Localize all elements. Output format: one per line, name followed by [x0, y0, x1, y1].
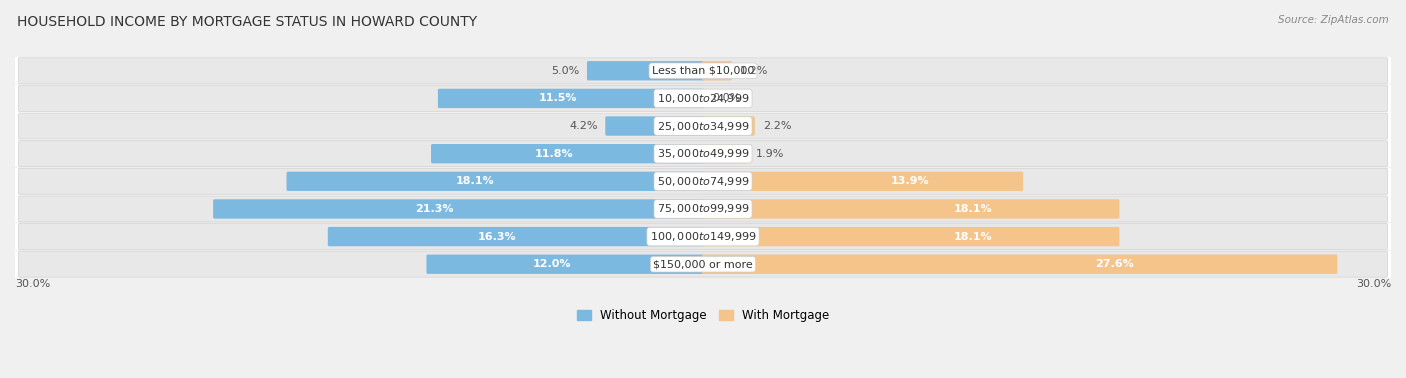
- Text: 18.1%: 18.1%: [456, 176, 494, 186]
- FancyBboxPatch shape: [18, 224, 1388, 249]
- Text: 11.5%: 11.5%: [538, 93, 578, 104]
- Text: 30.0%: 30.0%: [15, 279, 51, 288]
- Text: $50,000 to $74,999: $50,000 to $74,999: [657, 175, 749, 188]
- FancyBboxPatch shape: [437, 89, 704, 108]
- FancyBboxPatch shape: [702, 116, 755, 136]
- FancyBboxPatch shape: [328, 227, 704, 246]
- Text: $35,000 to $49,999: $35,000 to $49,999: [657, 147, 749, 160]
- FancyBboxPatch shape: [18, 196, 1388, 222]
- Text: $75,000 to $99,999: $75,000 to $99,999: [657, 203, 749, 215]
- Text: 27.6%: 27.6%: [1095, 259, 1133, 269]
- FancyBboxPatch shape: [18, 251, 1388, 277]
- FancyBboxPatch shape: [426, 254, 704, 274]
- Text: 12.0%: 12.0%: [533, 259, 571, 269]
- FancyBboxPatch shape: [4, 168, 1402, 195]
- FancyBboxPatch shape: [702, 227, 1119, 246]
- FancyBboxPatch shape: [702, 61, 733, 81]
- FancyBboxPatch shape: [4, 57, 1402, 84]
- FancyBboxPatch shape: [4, 85, 1402, 112]
- FancyBboxPatch shape: [18, 141, 1388, 167]
- Text: 1.2%: 1.2%: [740, 66, 768, 76]
- FancyBboxPatch shape: [4, 140, 1402, 167]
- FancyBboxPatch shape: [4, 113, 1402, 139]
- Legend: Without Mortgage, With Mortgage: Without Mortgage, With Mortgage: [572, 304, 834, 327]
- FancyBboxPatch shape: [702, 144, 748, 163]
- FancyBboxPatch shape: [18, 85, 1388, 112]
- FancyBboxPatch shape: [586, 61, 704, 81]
- Text: 5.0%: 5.0%: [551, 66, 579, 76]
- Text: 1.9%: 1.9%: [756, 149, 785, 159]
- FancyBboxPatch shape: [18, 113, 1388, 139]
- Text: 18.1%: 18.1%: [953, 204, 993, 214]
- FancyBboxPatch shape: [702, 254, 1337, 274]
- Text: HOUSEHOLD INCOME BY MORTGAGE STATUS IN HOWARD COUNTY: HOUSEHOLD INCOME BY MORTGAGE STATUS IN H…: [17, 15, 477, 29]
- FancyBboxPatch shape: [18, 168, 1388, 194]
- Text: $25,000 to $34,999: $25,000 to $34,999: [657, 119, 749, 133]
- FancyBboxPatch shape: [18, 58, 1388, 84]
- FancyBboxPatch shape: [702, 172, 1024, 191]
- FancyBboxPatch shape: [214, 199, 704, 218]
- Text: 2.2%: 2.2%: [762, 121, 792, 131]
- FancyBboxPatch shape: [4, 251, 1402, 278]
- Text: $150,000 or more: $150,000 or more: [654, 259, 752, 269]
- FancyBboxPatch shape: [432, 144, 704, 163]
- Text: 11.8%: 11.8%: [534, 149, 574, 159]
- Text: 4.2%: 4.2%: [569, 121, 598, 131]
- Text: $10,000 to $24,999: $10,000 to $24,999: [657, 92, 749, 105]
- Text: 16.3%: 16.3%: [478, 232, 517, 242]
- Text: 18.1%: 18.1%: [953, 232, 993, 242]
- Text: 21.3%: 21.3%: [415, 204, 454, 214]
- FancyBboxPatch shape: [287, 172, 704, 191]
- Text: Less than $10,000: Less than $10,000: [652, 66, 754, 76]
- Text: 30.0%: 30.0%: [1355, 279, 1391, 288]
- Text: $100,000 to $149,999: $100,000 to $149,999: [650, 230, 756, 243]
- Text: 13.9%: 13.9%: [891, 176, 929, 186]
- Text: Source: ZipAtlas.com: Source: ZipAtlas.com: [1278, 15, 1389, 25]
- Text: 0.0%: 0.0%: [713, 93, 741, 104]
- FancyBboxPatch shape: [4, 223, 1402, 250]
- FancyBboxPatch shape: [4, 195, 1402, 223]
- FancyBboxPatch shape: [702, 199, 1119, 218]
- FancyBboxPatch shape: [606, 116, 704, 136]
